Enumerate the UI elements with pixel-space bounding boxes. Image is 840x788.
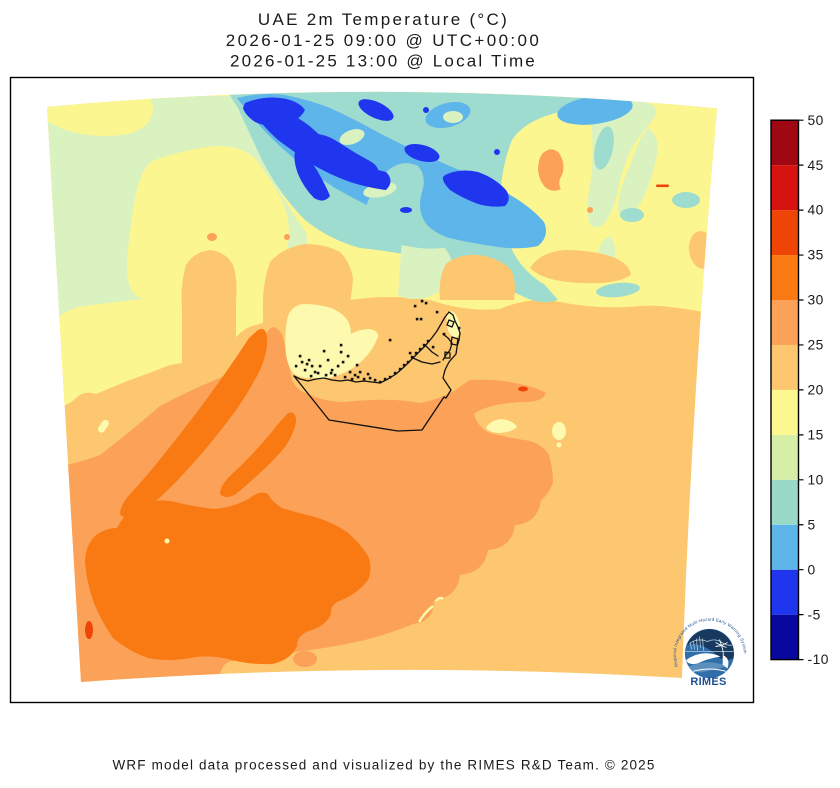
svg-text:15: 15 <box>808 427 824 442</box>
svg-text:WRF model data processed and v: WRF model data processed and visualized … <box>112 758 655 773</box>
svg-text:25: 25 <box>808 338 824 353</box>
svg-text:40: 40 <box>808 203 824 218</box>
svg-text:2026-01-25 13:00 @ Local Time: 2026-01-25 13:00 @ Local Time <box>230 52 537 71</box>
svg-text:50: 50 <box>808 113 824 128</box>
svg-text:5: 5 <box>808 517 816 532</box>
svg-text:-5: -5 <box>808 607 821 622</box>
svg-text:-10: -10 <box>808 652 829 667</box>
svg-text:20: 20 <box>808 383 824 398</box>
svg-text:RIMES: RIMES <box>690 676 726 688</box>
svg-text:35: 35 <box>808 248 824 263</box>
svg-text:10: 10 <box>808 472 824 487</box>
svg-text:30: 30 <box>808 293 824 308</box>
svg-text:0: 0 <box>808 562 816 577</box>
svg-text:2026-01-25 09:00 @ UTC+00:00: 2026-01-25 09:00 @ UTC+00:00 <box>226 31 542 50</box>
svg-text:45: 45 <box>808 158 824 173</box>
svg-text:UAE 2m Temperature (°C): UAE 2m Temperature (°C) <box>258 10 509 29</box>
